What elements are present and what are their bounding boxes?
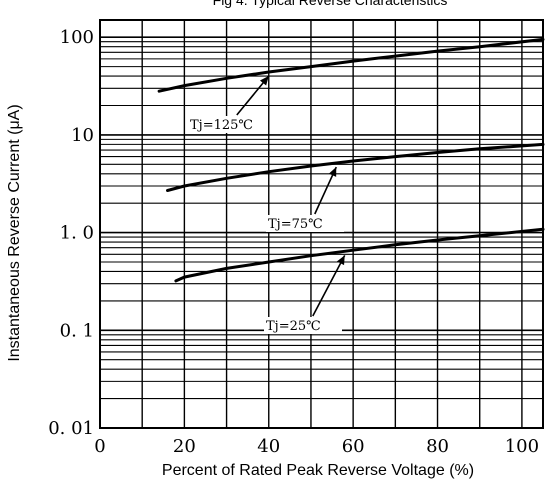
plot-frame: [99, 19, 544, 429]
annotations: Tj=125℃ Tj=75℃ Tj=25℃: [188, 75, 346, 334]
x-axis-title: Percent of Rated Peak Reverse Voltage (%…: [162, 462, 474, 479]
x-tick-label: 80: [426, 436, 449, 457]
y-tick-label: 0. 01: [48, 418, 94, 439]
y-tick-label: 1. 0: [60, 223, 94, 244]
annotation-arrowhead: [328, 167, 337, 177]
x-tick-label: 0: [94, 436, 105, 457]
y-tick-label: 0. 1: [60, 320, 94, 341]
annotation-label-bg: [264, 317, 342, 334]
x-tick-label: 60: [342, 436, 365, 457]
x-tick-label: 20: [173, 436, 196, 457]
annotation-label: Tj=125℃: [190, 118, 253, 133]
annotation-arrowhead: [259, 76, 269, 86]
series-line-2: [174, 227, 545, 283]
y-tick-label: 100: [60, 27, 94, 48]
y-tick-labels: 0. 01 0. 1 1. 0 10 100: [48, 27, 94, 439]
annotation-label: Tj=25℃: [266, 319, 321, 334]
annotation-label-bg: [266, 215, 344, 232]
y-tick-label: 10: [71, 125, 94, 146]
annotation-label: Tj=75℃: [268, 217, 323, 232]
x-tick-label: 100: [505, 436, 539, 457]
grid: [100, 20, 543, 429]
chart-title: Fig 4. Typical Reverse Characteristics: [213, 0, 448, 8]
x-tick-labels: 0 20 40 60 80 100: [94, 436, 539, 457]
series-line-0: [157, 37, 545, 93]
series-line-1: [166, 142, 545, 192]
y-axis-title: Instantaneous Reverse Current (μA): [6, 104, 23, 361]
annotation-arrow: [312, 254, 346, 317]
x-tick-label: 40: [257, 436, 280, 457]
annotation-arrowhead: [336, 255, 345, 266]
annotation-label-bg: [188, 116, 266, 133]
curves: [157, 37, 545, 283]
